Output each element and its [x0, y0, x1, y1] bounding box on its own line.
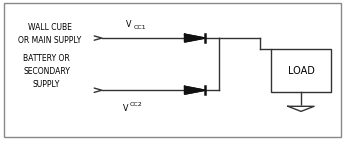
- Polygon shape: [185, 86, 205, 94]
- Text: V: V: [122, 104, 128, 113]
- Text: SECONDARY: SECONDARY: [23, 67, 70, 76]
- Polygon shape: [288, 106, 314, 111]
- Text: V: V: [126, 20, 131, 29]
- Text: LOAD: LOAD: [288, 66, 314, 75]
- Text: CC1: CC1: [134, 25, 146, 30]
- Polygon shape: [185, 34, 205, 42]
- Text: CC2: CC2: [130, 102, 143, 107]
- Text: OR MAIN SUPPLY: OR MAIN SUPPLY: [18, 36, 82, 45]
- Text: SUPPLY: SUPPLY: [33, 80, 60, 89]
- Text: BATTERY OR: BATTERY OR: [23, 54, 70, 63]
- Text: WALL CUBE: WALL CUBE: [28, 23, 72, 32]
- Bar: [271, 49, 331, 92]
